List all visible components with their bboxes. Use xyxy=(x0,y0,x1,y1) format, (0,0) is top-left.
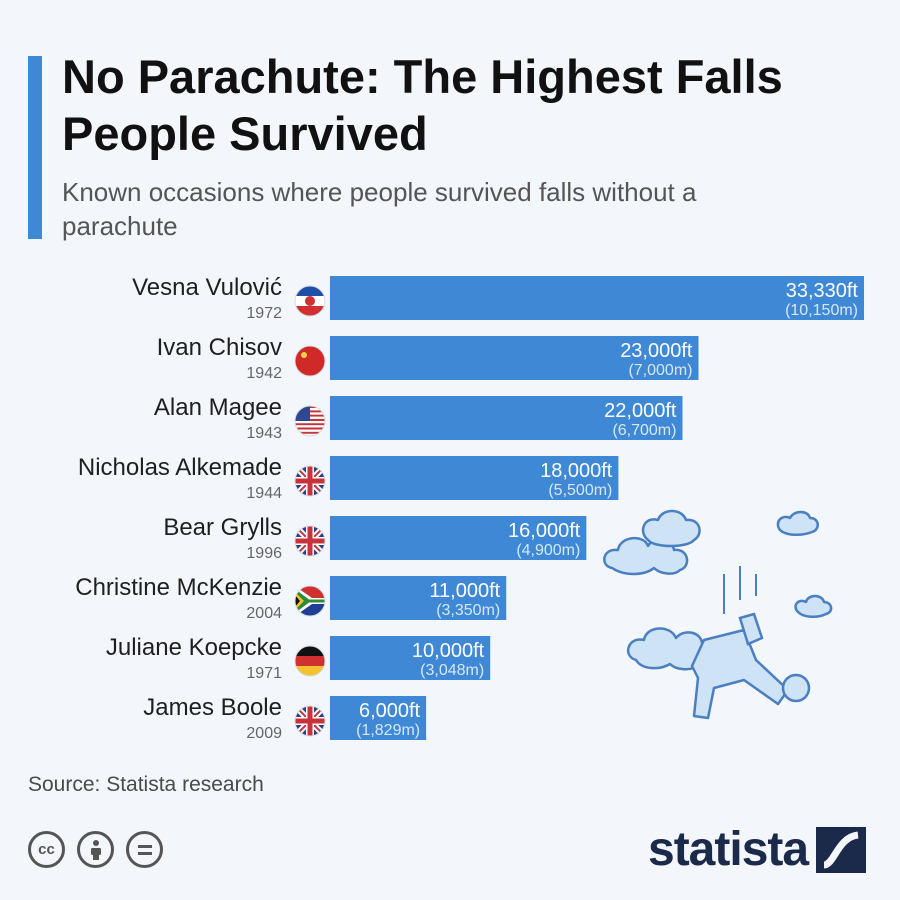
category-label: James Boole xyxy=(143,694,282,721)
flag-uk-icon xyxy=(295,526,325,556)
flag-border xyxy=(294,345,326,377)
bar-metric-label: (4,900m) xyxy=(516,542,580,559)
category-label: Juliane Koepcke xyxy=(106,634,282,661)
flag-border xyxy=(294,585,326,617)
cloud-icon xyxy=(794,594,833,618)
year-label: 1943 xyxy=(246,425,282,442)
category-label: Vesna Vulović xyxy=(132,274,282,301)
title-accent-bar xyxy=(28,56,42,239)
bar xyxy=(330,576,507,620)
flag-south-africa-icon xyxy=(295,586,325,616)
flag-germany-icon xyxy=(295,646,325,676)
bar-value-label: 22,000ft xyxy=(604,400,677,422)
person-arm-icon xyxy=(738,612,764,646)
bar-value-label: 23,000ft xyxy=(620,340,693,362)
bar xyxy=(330,336,699,380)
person-head-icon xyxy=(781,673,811,703)
statista-mark-icon xyxy=(816,827,867,873)
bar-value-label: 6,000ft xyxy=(359,700,421,722)
flag-usa-icon xyxy=(295,406,325,436)
bar-value-label: 16,000ft xyxy=(508,520,581,542)
bar-metric-label: (10,150m) xyxy=(785,302,858,319)
cloud-icon xyxy=(641,509,701,548)
year-label: 1972 xyxy=(246,305,282,322)
chart-title: No Parachute: The Highest Falls People S… xyxy=(62,50,783,160)
year-label: 1944 xyxy=(246,485,282,502)
flag-border xyxy=(294,525,326,557)
bar-metric-label: (1,829m) xyxy=(356,722,420,739)
flag-border xyxy=(294,705,326,737)
flag-border xyxy=(294,645,326,677)
flag-border xyxy=(294,285,326,317)
license-icons: cc xyxy=(28,831,163,868)
cloud-icon xyxy=(776,510,819,536)
chart-subtitle: Known occasions where people survived fa… xyxy=(62,177,697,241)
flag-border xyxy=(294,405,326,437)
category-label: Christine McKenzie xyxy=(75,574,282,601)
bar-metric-label: (6,700m) xyxy=(612,422,676,439)
bar-value-label: 10,000ft xyxy=(412,640,485,662)
bar-value-label: 11,000ft xyxy=(429,580,500,602)
bar-metric-label: (7,000m) xyxy=(628,362,692,379)
no-derivatives-icon[interactable] xyxy=(126,831,163,868)
category-label: Ivan Chisov xyxy=(157,334,282,361)
year-label: 2009 xyxy=(246,725,282,742)
cloud-icon xyxy=(603,537,689,576)
flag-yugoslavia-icon xyxy=(295,286,325,316)
flag-soviet-union-icon xyxy=(295,346,325,376)
attribution-icon[interactable] xyxy=(77,831,114,868)
bar xyxy=(330,396,683,440)
bar-metric-label: (3,048m) xyxy=(420,662,484,679)
falling-person-illustration xyxy=(603,509,833,720)
bar-value-label: 18,000ft xyxy=(540,460,613,482)
bar-value-label: 33,330ft xyxy=(786,280,859,302)
brand-name: statista xyxy=(648,823,809,876)
flag-uk-icon xyxy=(295,706,325,736)
bar-metric-label: (5,500m) xyxy=(548,482,612,499)
category-label: Bear Grylls xyxy=(163,514,282,541)
cc-icon[interactable]: cc xyxy=(28,831,65,868)
category-label: Alan Magee xyxy=(154,394,282,421)
bar xyxy=(330,696,427,740)
year-label: 2004 xyxy=(246,605,282,622)
bar-metric-label: (3,350m) xyxy=(436,602,500,619)
year-label: 1971 xyxy=(246,665,282,682)
year-label: 1996 xyxy=(246,545,282,562)
falling-person-icon xyxy=(690,628,790,720)
bar xyxy=(330,456,619,500)
year-label: 1942 xyxy=(246,365,282,382)
bar xyxy=(330,636,491,680)
source-note: Source: Statista research xyxy=(28,773,264,796)
bar xyxy=(330,516,587,560)
category-label: Nicholas Alkemade xyxy=(78,454,282,481)
bar xyxy=(330,276,864,320)
flag-border xyxy=(294,465,326,497)
statista-logo[interactable]: statista xyxy=(648,822,867,878)
flag-uk-icon xyxy=(295,466,325,496)
